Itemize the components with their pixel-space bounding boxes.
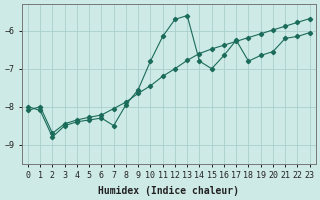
- X-axis label: Humidex (Indice chaleur): Humidex (Indice chaleur): [98, 186, 239, 196]
